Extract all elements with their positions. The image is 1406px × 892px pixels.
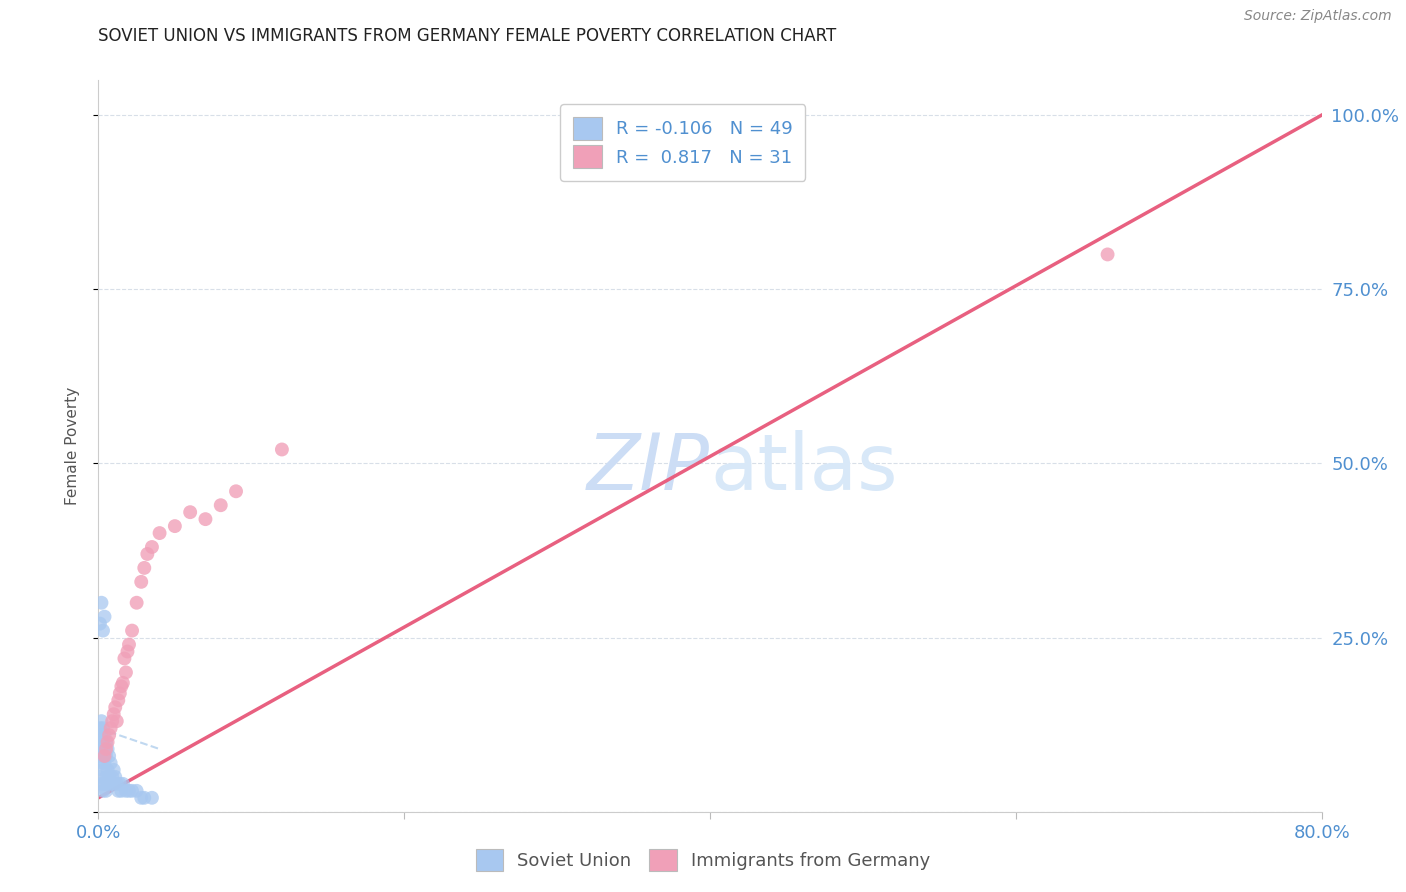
Text: atlas: atlas [710, 430, 897, 506]
Point [98, 728, 121, 742]
Point [93, 742, 115, 756]
Point [115, 784, 138, 798]
Point [129, 790, 152, 805]
Point [97, 763, 120, 777]
Point [103, 707, 125, 722]
Point [136, 547, 159, 561]
Point [90, 728, 112, 742]
Point [194, 512, 217, 526]
Point [98, 749, 121, 764]
Point [110, 679, 132, 693]
Point [97, 742, 120, 756]
Point [270, 442, 292, 457]
Point [97, 735, 120, 749]
Point [94, 749, 117, 764]
Point [100, 756, 122, 770]
Point [209, 498, 232, 512]
Point [121, 624, 143, 638]
Point [89, 616, 111, 631]
Point [97, 777, 120, 791]
Text: Source: ZipAtlas.com: Source: ZipAtlas.com [1244, 9, 1392, 23]
Point [149, 526, 172, 541]
Point [100, 721, 122, 735]
Point [107, 784, 129, 798]
Point [98, 770, 121, 784]
Point [91, 735, 114, 749]
Point [103, 763, 125, 777]
Point [225, 484, 247, 499]
Point [134, 790, 156, 805]
Point [91, 721, 114, 735]
Point [105, 714, 128, 728]
Point [179, 505, 201, 519]
Point [93, 609, 115, 624]
Point [90, 756, 112, 770]
Point [108, 686, 131, 700]
Y-axis label: Female Poverty: Female Poverty [65, 387, 80, 505]
Point [118, 784, 141, 798]
Point [89, 770, 111, 784]
Point [90, 596, 112, 610]
Point [111, 777, 134, 791]
Point [94, 784, 117, 798]
Text: SOVIET UNION VS IMMIGRANTS FROM GERMANY FEMALE POVERTY CORRELATION CHART: SOVIET UNION VS IMMIGRANTS FROM GERMANY … [98, 27, 837, 45]
Point [93, 749, 115, 764]
Point [111, 676, 134, 690]
Point [91, 784, 114, 798]
Point [104, 770, 127, 784]
Point [89, 721, 111, 735]
Point [110, 784, 132, 798]
Point [94, 770, 117, 784]
Point [118, 638, 141, 652]
Point [129, 574, 152, 589]
Point [90, 777, 112, 791]
Point [93, 777, 115, 791]
Point [89, 735, 111, 749]
Point [100, 777, 122, 791]
Legend: Soviet Union, Immigrants from Germany: Soviet Union, Immigrants from Germany [468, 842, 938, 879]
Point [90, 742, 112, 756]
Point [91, 624, 114, 638]
Point [163, 519, 186, 533]
Point [94, 742, 117, 756]
Point [107, 693, 129, 707]
Point [141, 790, 163, 805]
Point [121, 784, 143, 798]
Point [112, 651, 135, 665]
Point [90, 714, 112, 728]
Point [101, 714, 124, 728]
Text: ZIP: ZIP [588, 430, 710, 506]
Point [103, 777, 125, 791]
Point [117, 644, 139, 658]
Point [125, 784, 148, 798]
Point [101, 770, 124, 784]
Point [134, 561, 156, 575]
Point [104, 700, 127, 714]
Point [1097, 247, 1119, 261]
Legend: R = -0.106   N = 49, R =  0.817   N = 31: R = -0.106 N = 49, R = 0.817 N = 31 [560, 104, 806, 181]
Point [93, 728, 115, 742]
Point [94, 735, 117, 749]
Point [91, 749, 114, 764]
Point [141, 540, 163, 554]
Point [125, 596, 148, 610]
Point [108, 777, 131, 791]
Point [91, 763, 114, 777]
Point [105, 777, 128, 791]
Point [115, 665, 138, 680]
Point [93, 756, 115, 770]
Point [89, 749, 111, 764]
